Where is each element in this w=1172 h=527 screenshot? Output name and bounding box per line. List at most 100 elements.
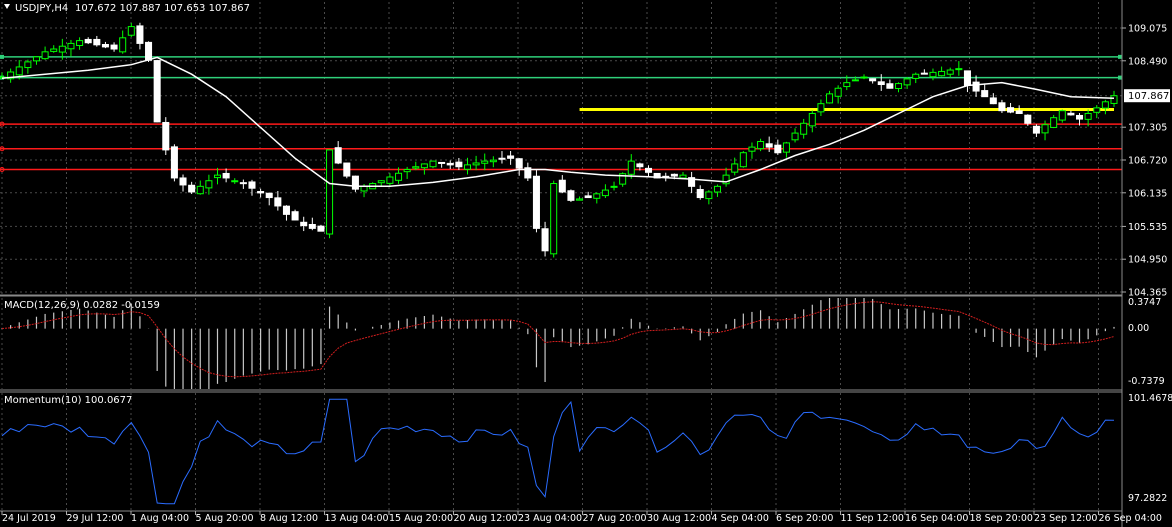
current-price-tag: 107.867 bbox=[1124, 89, 1170, 103]
candle-body bbox=[15, 66, 23, 76]
candle-body bbox=[507, 155, 515, 159]
candle-body bbox=[808, 112, 816, 127]
candle-body bbox=[765, 143, 773, 148]
candle-body bbox=[1076, 114, 1084, 120]
date-tick-label: 6 Sep 20:00 bbox=[776, 513, 833, 524]
candle-body bbox=[188, 184, 196, 193]
candle-body bbox=[420, 163, 428, 169]
candle-body bbox=[532, 175, 540, 229]
candle-body bbox=[205, 180, 213, 189]
candle-body bbox=[300, 221, 308, 227]
candle-body bbox=[636, 163, 644, 168]
price-tick-label: 106.720 bbox=[1128, 156, 1167, 167]
date-tick-label: 16 Sep 04:00 bbox=[905, 513, 968, 524]
candle-body bbox=[498, 157, 506, 160]
candle-body bbox=[1032, 125, 1040, 134]
candle-body bbox=[84, 38, 92, 44]
candle-body bbox=[58, 45, 66, 53]
candle-body bbox=[920, 72, 928, 75]
support-marker bbox=[0, 167, 5, 173]
candle-body bbox=[93, 38, 101, 46]
candle-body bbox=[972, 81, 980, 92]
candles bbox=[0, 22, 1118, 258]
candle-body bbox=[963, 70, 971, 86]
candle-body bbox=[326, 149, 334, 235]
candle-body bbox=[412, 166, 420, 169]
candle-body bbox=[722, 174, 730, 185]
candle-body bbox=[274, 197, 282, 207]
candle-body bbox=[541, 228, 549, 252]
candle-body bbox=[1050, 117, 1058, 128]
date-tick-label: 13 Aug 04:00 bbox=[325, 513, 389, 524]
price-tick-label: 105.535 bbox=[1128, 222, 1167, 233]
candle-body bbox=[601, 189, 609, 197]
candle-body bbox=[1093, 107, 1101, 113]
candle-body bbox=[395, 172, 403, 181]
candle-body bbox=[567, 190, 575, 201]
candle-body bbox=[32, 56, 40, 62]
candle-body bbox=[774, 144, 782, 154]
candle-body bbox=[343, 162, 351, 177]
candle-body bbox=[41, 51, 49, 60]
candle-body bbox=[739, 152, 747, 168]
candle-body bbox=[903, 78, 911, 86]
macd-tick-label: 0.3747 bbox=[1128, 297, 1161, 308]
candle-body bbox=[481, 160, 489, 164]
candle-body bbox=[136, 25, 144, 44]
candle-body bbox=[110, 44, 118, 50]
symbol-arrow-icon[interactable] bbox=[4, 4, 10, 9]
ohlc-values: 107.672 107.887 107.653 107.867 bbox=[75, 3, 250, 14]
candle-body bbox=[308, 224, 316, 229]
moving-average bbox=[1, 56, 1115, 188]
candle-body bbox=[213, 174, 222, 179]
candle-body bbox=[282, 205, 290, 215]
macd-tick-label: 0.00 bbox=[1128, 323, 1149, 334]
price-tick-label: 104.950 bbox=[1128, 255, 1167, 266]
candle-body bbox=[153, 60, 161, 123]
date-tick-label: 15 Aug 20:00 bbox=[389, 513, 453, 524]
resistance-marker bbox=[1118, 54, 1122, 59]
date-tick-label: 26 Sep 04:00 bbox=[1099, 513, 1162, 524]
macd-title: MACD(12,26,9) 0.0282 -0.0159 bbox=[4, 300, 160, 311]
candle-body bbox=[1058, 110, 1066, 121]
date-tick-label: 11 Sep 12:00 bbox=[841, 513, 904, 524]
candle-body bbox=[67, 42, 75, 50]
current-price-label: 107.867 bbox=[1128, 91, 1169, 102]
candle-body bbox=[239, 182, 247, 185]
momentum-line bbox=[1, 398, 1115, 505]
candle-body bbox=[334, 147, 342, 164]
candle-body bbox=[558, 179, 566, 193]
candle-body bbox=[670, 173, 678, 177]
candle-body bbox=[222, 172, 230, 179]
candle-body bbox=[627, 160, 635, 175]
date-tick-label: 29 Jul 12:00 bbox=[67, 513, 124, 524]
candle-body bbox=[515, 158, 523, 169]
candle-body bbox=[179, 177, 187, 186]
price-tick-label: 106.135 bbox=[1128, 188, 1167, 199]
candle-body bbox=[265, 192, 273, 199]
price-tick-label: 109.075 bbox=[1128, 24, 1167, 35]
candle-body bbox=[679, 174, 687, 179]
candle-body bbox=[860, 76, 868, 79]
date-tick-label: 27 Aug 20:00 bbox=[583, 513, 647, 524]
candle-body bbox=[1024, 114, 1032, 124]
candle-body bbox=[782, 142, 790, 153]
candle-body bbox=[76, 40, 84, 47]
candle-body bbox=[946, 69, 954, 75]
candle-body bbox=[170, 146, 178, 179]
candle-body bbox=[127, 26, 135, 36]
candle-body bbox=[688, 177, 696, 187]
candle-body bbox=[1067, 112, 1075, 116]
candle-body bbox=[351, 175, 359, 190]
candle-body bbox=[610, 185, 618, 188]
candle-body bbox=[162, 121, 170, 151]
chart-header: USDJPY,H4 107.672 107.887 107.653 107.86… bbox=[4, 3, 250, 14]
price-tick-label: 108.490 bbox=[1128, 56, 1167, 67]
candle-body bbox=[998, 102, 1006, 112]
candle-body bbox=[550, 183, 558, 255]
candle-body bbox=[851, 79, 859, 82]
moving-average-line bbox=[1, 56, 1115, 188]
candle-body bbox=[24, 61, 32, 69]
